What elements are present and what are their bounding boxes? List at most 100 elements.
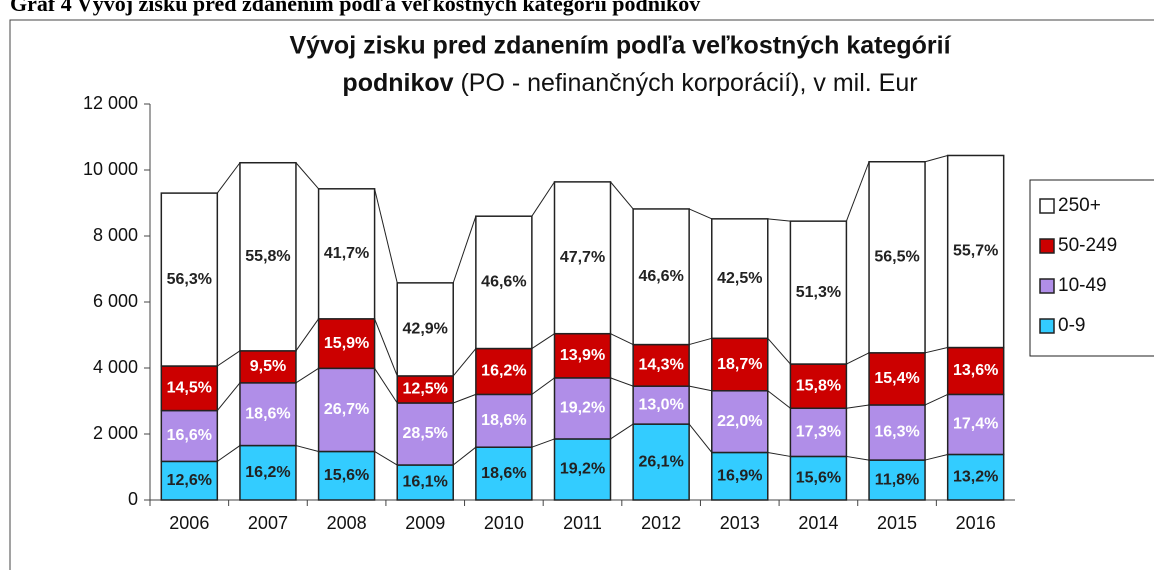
bar-segment [632, 423, 690, 501]
data-label: 56,5% [874, 249, 919, 266]
series-line [374, 451, 398, 466]
series-line [610, 423, 634, 440]
bar-segment [789, 407, 848, 458]
y-tick-label: 2 000 [93, 423, 138, 443]
data-label: 16,6% [167, 427, 212, 444]
series-line [452, 216, 477, 284]
x-tick-label: 2013 [720, 513, 760, 533]
bar-segment [475, 446, 533, 501]
data-label: 17,3% [796, 424, 841, 441]
chart-subtitle: (PO - nefinančných korporácií), v mil. E… [460, 69, 917, 97]
data-label: 26,7% [324, 401, 369, 418]
page-heading: Graf 4 Vývoj zisku pred zdanením podľa v… [10, 0, 700, 16]
data-label: 55,8% [245, 248, 290, 265]
y-tick-label: 12 000 [83, 93, 138, 113]
series-line [531, 377, 555, 395]
series-line [295, 162, 319, 190]
series-line [924, 393, 948, 406]
y-tick-label: 0 [128, 489, 138, 509]
series-line [924, 347, 948, 354]
chart-frame [9, 19, 1154, 570]
bar-segment [239, 444, 297, 501]
series-line [610, 181, 634, 210]
data-label: 15,6% [796, 469, 841, 486]
data-label: 12,5% [403, 381, 448, 398]
bar-segment [475, 347, 533, 396]
data-label: 46,6% [481, 274, 526, 291]
chart-title: Vývoj zisku pred zdanením podľa veľkostn… [289, 32, 951, 60]
data-label: 17,4% [953, 416, 998, 433]
bar-segment [396, 464, 454, 501]
bar-segment [632, 343, 690, 387]
series-line [924, 154, 948, 163]
x-tick-label: 2009 [405, 513, 445, 533]
data-label: 28,5% [403, 425, 448, 442]
legend-swatch [1039, 278, 1055, 294]
series-line [767, 218, 791, 222]
legend-swatch [1039, 198, 1055, 214]
data-label: 13,2% [953, 468, 998, 485]
data-label: 9,5% [250, 358, 286, 375]
bar-segment [632, 208, 690, 346]
series-line [767, 451, 791, 457]
series-line [767, 390, 791, 409]
legend-label: 0-9 [1058, 315, 1085, 336]
data-label: 22,0% [717, 413, 762, 430]
bar-segment [868, 352, 926, 406]
series-line [689, 337, 712, 346]
series-line [217, 445, 241, 462]
series-line [610, 333, 634, 346]
bar-segment [946, 393, 1005, 456]
data-label: 18,7% [717, 356, 762, 373]
bar-segment [396, 282, 454, 377]
series-line [846, 352, 870, 365]
bar-segment [868, 459, 926, 501]
series-line [531, 438, 555, 448]
series-line [767, 337, 791, 365]
bar-segment [160, 409, 219, 463]
data-label: 16,2% [245, 464, 290, 481]
legend-swatch [1039, 238, 1055, 254]
bar-segment [553, 377, 612, 440]
x-tick-label: 2014 [798, 513, 838, 533]
series-line [689, 385, 712, 392]
series-line [924, 453, 948, 461]
data-label: 16,2% [481, 363, 526, 380]
bar-segment [868, 161, 926, 354]
bar-segment [160, 460, 219, 501]
data-label: 46,6% [638, 268, 683, 285]
series-line [452, 348, 477, 377]
y-tick-label: 4 000 [93, 357, 138, 377]
series-line [216, 382, 241, 411]
data-label: 47,7% [560, 249, 605, 266]
series-line [610, 377, 634, 387]
data-label: 16,1% [403, 474, 448, 491]
bar-segment [711, 451, 769, 501]
series-line [295, 367, 319, 384]
series-line [295, 318, 319, 352]
series-line [531, 181, 555, 217]
bar-segment [789, 363, 848, 410]
bar-segment [946, 346, 1005, 396]
data-label: 15,9% [324, 335, 369, 352]
bar-segment [239, 350, 297, 384]
bar-segment [711, 337, 769, 392]
bar-segment [239, 382, 297, 447]
bar-segment [317, 367, 376, 453]
data-label: 19,2% [560, 461, 605, 478]
chart-title: podnikov [342, 69, 453, 97]
data-label: 14,5% [167, 380, 212, 397]
series-line [295, 445, 319, 452]
bar-segment [553, 438, 612, 501]
data-label: 16,3% [874, 424, 919, 441]
bar-segment [553, 181, 612, 335]
chart-title-line: podnikov (PO - nefinančných korporácií),… [342, 69, 917, 97]
series-line [688, 423, 713, 453]
series-line [846, 455, 870, 461]
series-line [374, 318, 398, 377]
bar-segment [553, 332, 612, 379]
series-line [688, 208, 712, 220]
bar-segment [475, 215, 533, 350]
bar-segment [160, 192, 219, 367]
series-line [216, 162, 241, 194]
